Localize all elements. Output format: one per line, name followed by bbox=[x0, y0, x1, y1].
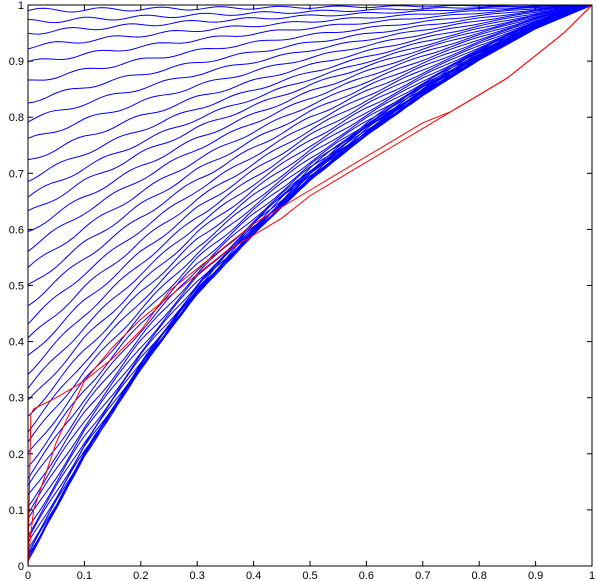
blue-series-line bbox=[28, 5, 592, 417]
blue-series-line bbox=[28, 5, 592, 325]
blue-series-line bbox=[28, 5, 592, 443]
blue-series-line bbox=[28, 5, 592, 24]
blue-series-line bbox=[28, 5, 592, 389]
blue-series-line bbox=[28, 5, 592, 528]
y-tick-label: 0.9 bbox=[9, 56, 24, 68]
y-tick-label: 0.8 bbox=[9, 112, 24, 124]
blue-series-line bbox=[28, 5, 592, 468]
blue-series-line bbox=[28, 5, 592, 559]
x-tick-label: 1 bbox=[589, 570, 595, 581]
blue-series-line bbox=[28, 5, 592, 182]
blue-series-line bbox=[28, 5, 592, 161]
blue-series-line bbox=[28, 5, 592, 63]
blue-series-line bbox=[28, 5, 592, 515]
y-tick-label: 0.5 bbox=[9, 281, 24, 293]
blue-series-line bbox=[28, 5, 592, 252]
blue-series-line bbox=[28, 5, 592, 562]
blue-series-line bbox=[28, 5, 592, 537]
plot-frame bbox=[27, 4, 593, 567]
y-tick-label: 1 bbox=[18, 0, 24, 12]
blue-series-line bbox=[28, 5, 592, 139]
blue-series-line bbox=[28, 5, 592, 81]
blue-series-line bbox=[28, 5, 592, 50]
x-tick-label: 0.7 bbox=[415, 570, 430, 581]
blue-series-line bbox=[28, 5, 592, 555]
axes: 0 0.1 0.2 0.3 0.4 0.5 0.6 0.7 0.8 0.9 1 0 0.1 0.2 0.3 0… bbox=[9, 0, 595, 581]
blue-series-line bbox=[28, 5, 592, 557]
blue-series-line bbox=[28, 5, 592, 433]
blue-series-line bbox=[28, 5, 592, 520]
blue-series-line bbox=[28, 5, 592, 233]
blue-series-line bbox=[28, 5, 592, 562]
plot-area bbox=[28, 5, 592, 566]
blue-series-line bbox=[28, 5, 592, 123]
blue-series-line bbox=[28, 5, 592, 104]
y-tick-label: 0 bbox=[18, 561, 24, 573]
x-tick-label: 0.2 bbox=[133, 570, 148, 581]
y-tick-label: 0.7 bbox=[9, 168, 24, 180]
y-tick-label: 0.1 bbox=[9, 505, 24, 517]
x-tick-label: 0.4 bbox=[246, 570, 261, 581]
x-tick-label: 0.5 bbox=[302, 570, 317, 581]
x-tick-label: 0 bbox=[25, 570, 31, 581]
blue-series-line bbox=[28, 5, 592, 356]
blue-series-line bbox=[28, 5, 592, 307]
y-tick-label: 0.3 bbox=[9, 393, 24, 405]
blue-series-line bbox=[28, 5, 592, 212]
blue-series-line bbox=[28, 5, 592, 550]
blue-series-line bbox=[28, 5, 592, 540]
blue-series-line bbox=[28, 5, 592, 268]
red-series-line bbox=[28, 5, 592, 566]
y-tick-label: 0.2 bbox=[9, 449, 24, 461]
x-tick-label: 0.6 bbox=[359, 570, 374, 581]
blue-series-line bbox=[28, 5, 592, 198]
x-tick-label: 0.1 bbox=[77, 570, 92, 581]
x-tick-label: 0.9 bbox=[528, 570, 543, 581]
blue-series-line bbox=[28, 5, 592, 286]
y-tick-label: 0.4 bbox=[9, 337, 24, 349]
red-series-line bbox=[28, 5, 592, 566]
blue-series-line bbox=[28, 5, 592, 339]
x-tick-label: 0.8 bbox=[472, 570, 487, 581]
y-tick-label: 0.6 bbox=[9, 224, 24, 236]
x-tick-label: 0.3 bbox=[190, 570, 205, 581]
blue-series-line bbox=[28, 5, 592, 543]
blue-series-line bbox=[28, 5, 592, 35]
blue-series-line bbox=[28, 5, 592, 555]
